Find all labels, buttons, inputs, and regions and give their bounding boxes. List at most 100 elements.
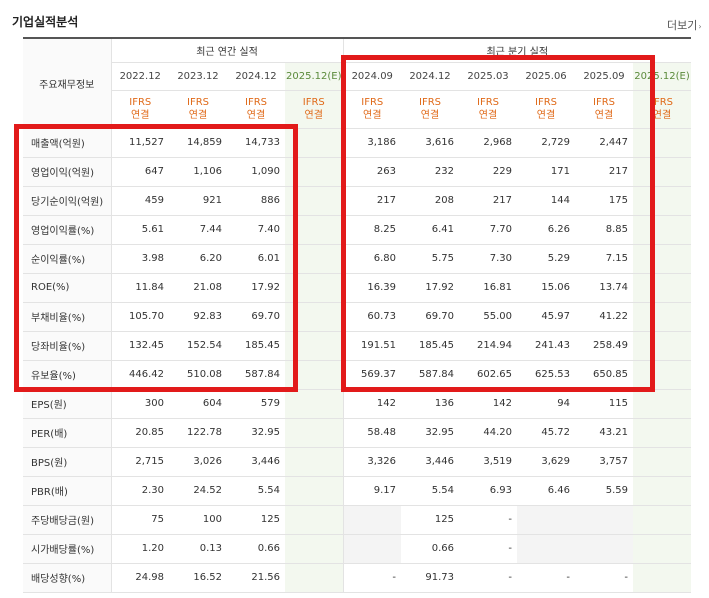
table-cell: 446.42 [111, 360, 169, 390]
table-cell [285, 504, 344, 535]
row-label: 주당배당금(원) [23, 504, 112, 535]
table-cell: 6.93 [459, 476, 517, 506]
ifrs-badge: IFRS 연결 [633, 90, 691, 129]
table-cell: 24.98 [111, 563, 169, 593]
table-cell: 45.72 [517, 418, 575, 448]
table-cell: 2,968 [459, 127, 517, 158]
ifrs-label: IFRS [187, 97, 209, 108]
table-cell: 1,106 [169, 157, 227, 187]
table-cell [633, 157, 691, 187]
table-cell: 125 [227, 504, 285, 535]
table-cell: 7.40 [227, 214, 285, 245]
ifrs-label: IFRS [651, 97, 673, 108]
table-cell: 75 [111, 504, 169, 535]
table-cell [517, 504, 575, 535]
table-cell: 5.61 [111, 214, 169, 245]
table-cell: 7.70 [459, 214, 517, 245]
table-cell [285, 447, 344, 477]
table-row: 시가배당률(%) 1.20 0.13 0.66 0.66- [23, 534, 691, 564]
table-cell: 8.85 [575, 214, 633, 245]
table-cell: 94 [517, 388, 575, 419]
row-label: 영업이익(억원) [23, 157, 112, 187]
table-row: 순이익률(%) 3.98 6.20 6.01 6.80 5.75 7.30 5.29 7.15 [23, 244, 691, 274]
table-cell: 16.39 [343, 273, 401, 303]
table-cell: 7.44 [169, 214, 227, 245]
period-header: 2024.12 [227, 62, 285, 91]
table-cell: - [459, 504, 517, 535]
table-cell [633, 360, 691, 390]
table-cell: 3,519 [459, 447, 517, 477]
table-cell [285, 244, 344, 274]
table-cell: 1,090 [227, 157, 285, 187]
table-cell: 100 [169, 504, 227, 535]
consolidated-label: 연결 [594, 110, 614, 121]
table-cell [285, 214, 344, 245]
table-cell: 263 [343, 157, 401, 187]
table-cell [285, 418, 344, 448]
ifrs-badge: IFRS 연결 [343, 90, 401, 129]
table-cell: 3,446 [227, 447, 285, 477]
ifrs-label: IFRS [419, 97, 441, 108]
table-cell: 58.48 [343, 418, 401, 448]
table-cell: 16.52 [169, 563, 227, 593]
table-cell [285, 476, 344, 506]
table-cell: 217 [459, 186, 517, 216]
table-cell: 604 [169, 388, 227, 419]
table-cell: 14,859 [169, 127, 227, 158]
table-cell [285, 331, 344, 361]
table-cell: 122.78 [169, 418, 227, 448]
row-label: 부채비율(%) [23, 301, 112, 332]
table-cell: 0.66 [227, 534, 285, 564]
table-cell: 0.13 [169, 534, 227, 564]
table-cell: 5.75 [401, 244, 459, 274]
annual-group-header: 최근 연간 실적 [111, 37, 344, 63]
row-header-label: 주요재무정보 [23, 37, 112, 129]
table-cell: 5.54 [227, 476, 285, 506]
table-cell: 55.00 [459, 301, 517, 332]
more-link[interactable]: 더보기› [667, 17, 702, 33]
ifrs-label: IFRS [361, 97, 384, 108]
table-cell: 3,616 [401, 127, 459, 158]
row-label: ROE(%) [23, 273, 112, 303]
table-cell: 217 [575, 157, 633, 187]
ifrs-badge: IFRS 연결 [459, 90, 517, 129]
table-cell [285, 127, 344, 158]
table-cell: 3,326 [343, 447, 401, 477]
table-cell: 3,629 [517, 447, 575, 477]
table-cell: 5.29 [517, 244, 575, 274]
consolidated-label: 연결 [363, 110, 382, 121]
more-label: 더보기 [667, 19, 698, 32]
table-cell: 232 [401, 157, 459, 187]
period-header: 2025.12(E) [285, 62, 344, 91]
table-cell [285, 534, 344, 564]
table-cell: 7.15 [575, 244, 633, 274]
table-cell: 3,757 [575, 447, 633, 477]
table-cell: 11,527 [111, 127, 169, 158]
table-cell [633, 244, 691, 274]
table-cell [633, 504, 691, 535]
table-cell: 16.81 [459, 273, 517, 303]
table-cell: 24.52 [169, 476, 227, 506]
table-cell: 142 [343, 388, 401, 419]
table-cell: 0.66 [401, 534, 459, 564]
table-cell [633, 418, 691, 448]
table-cell: 6.20 [169, 244, 227, 274]
row-label: 당좌비율(%) [23, 331, 112, 361]
ifrs-badge: IFRS 연결 [111, 90, 169, 129]
row-label: 당기순이익(억원) [23, 186, 112, 216]
period-header: 2025.03 [459, 62, 517, 91]
table-cell: 647 [111, 157, 169, 187]
table-cell: 229 [459, 157, 517, 187]
table-cell [517, 534, 575, 564]
table-cell: 21.08 [169, 273, 227, 303]
row-label: 배당성향(%) [23, 563, 112, 593]
period-header: 2025.12(E) [633, 62, 691, 91]
table-cell: 214.94 [459, 331, 517, 361]
table-cell [575, 534, 633, 564]
ifrs-label: IFRS [593, 97, 615, 108]
table-cell: 21.56 [227, 563, 285, 593]
table-cell: - [459, 534, 517, 564]
table-cell: 3,186 [343, 127, 401, 158]
table-cell [633, 127, 691, 158]
table-cell: 185.45 [401, 331, 459, 361]
